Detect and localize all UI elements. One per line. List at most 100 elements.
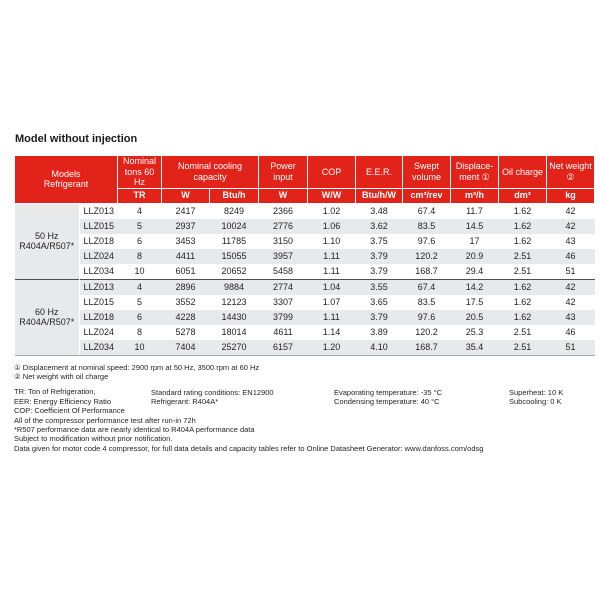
value-cell: 2.51 <box>498 248 547 264</box>
value-cell: 5 <box>136 296 142 307</box>
model-name: LLZ034 <box>83 265 115 276</box>
value-cell: 42 <box>565 296 576 307</box>
model-name: LLZ018 <box>79 309 118 325</box>
value-cell: 12123 <box>221 296 247 307</box>
unit-tr: TR <box>117 187 162 204</box>
value-cell: 1.62 <box>498 218 547 234</box>
value-cell: 25.3 <box>465 326 484 337</box>
value-cell: 1.62 <box>498 309 547 325</box>
model-name: LLZ024 <box>83 326 115 337</box>
value-cell: 10024 <box>209 218 259 234</box>
value-cell: 97.6 <box>402 309 451 325</box>
model-name: LLZ013 <box>83 205 115 216</box>
value-cell: 1.10 <box>322 235 341 246</box>
value-cell: 8 <box>117 248 162 264</box>
value-cell: 2776 <box>258 218 308 234</box>
value-cell: 20.5 <box>450 309 499 325</box>
header-power-input: Power input <box>258 155 309 189</box>
table-row: 60 Hz R404A/R507* LLZ013 4 2896 9884 2774 1.04… <box>14 278 595 356</box>
value-cell: 14430 <box>209 309 259 325</box>
value-cell: 10 <box>134 265 145 276</box>
footnote-displacement: ① Displacement at nominal speed: 2900 rp… <box>14 362 260 372</box>
value-cell: 3.55 <box>355 278 403 295</box>
value-cell: 3.65 <box>370 296 388 307</box>
value-cell: 43 <box>546 309 595 325</box>
unit-w-capacity: W <box>161 187 210 204</box>
value-cell: 3.62 <box>355 218 403 234</box>
value-cell: 6157 <box>258 339 308 356</box>
value-cell: 2774 <box>258 278 308 295</box>
footnote-cop-definition: COP: Coefficient Of Performance <box>14 406 125 416</box>
spec-table-body: 50 Hz R404A/R507* LLZ013 4 2417 8249 2366 1.02… <box>14 203 595 356</box>
page-title: Model without injection <box>15 133 138 145</box>
value-cell: 10 <box>117 339 162 356</box>
value-cell: 5 <box>117 218 162 234</box>
value-cell: 3150 <box>273 235 294 246</box>
value-cell: 20.9 <box>450 248 499 264</box>
table-row: LLZ018 6 4228 14430 3799 1.11 3.79 97.6 20.5 1.62… <box>15 309 595 325</box>
value-cell: 83.5 <box>417 296 436 307</box>
footnote-subcooling: Subcooling: 0 K <box>509 396 562 406</box>
footnotes: ① Displacement at nominal speed: 2900 rp… <box>14 363 594 454</box>
footnote-rating-conditions: Standard rating conditions: EN12900 Refr… <box>151 388 274 407</box>
value-cell: 4228 <box>161 309 210 325</box>
value-cell: 4611 <box>273 326 293 337</box>
header-oil-charge: Oil charge <box>498 155 548 189</box>
value-cell: 1.20 <box>307 339 356 356</box>
header-nominal-tons: Nominal tons 60 Hz <box>117 155 162 189</box>
value-cell: 120.2 <box>402 248 451 264</box>
unit-ww: W/W <box>307 187 357 204</box>
unit-cm3rev: cm³/rev <box>402 187 452 204</box>
value-cell: 3.89 <box>370 326 388 337</box>
value-cell: 3.79 <box>355 309 403 325</box>
value-cell: 1.06 <box>307 218 356 234</box>
value-cell: 1.07 <box>322 296 341 307</box>
footnote-r507: *R507 performance data are nearly identi… <box>14 424 255 434</box>
table-row: LLZ018 6 3453 11785 3150 1.10 3.75 97.6 17 1.62 43 <box>15 234 595 249</box>
table-header: Models Refrigerant Nominal tons 60 Hz No… <box>14 155 596 204</box>
value-cell: 1.62 <box>513 205 532 216</box>
unit-dm3: dm³ <box>498 187 548 204</box>
header-nominal-cooling-capacity: Nominal cooling capacity <box>160 155 260 189</box>
value-cell: 8249 <box>223 205 245 216</box>
spec-table: Models Refrigerant Nominal tons 60 Hz No… <box>14 155 596 356</box>
value-cell: 3799 <box>258 309 308 325</box>
model-name: LLZ015 <box>83 296 115 307</box>
value-cell: 14.5 <box>450 218 499 234</box>
value-cell: 2417 <box>175 205 196 216</box>
value-cell: 14.2 <box>450 278 499 295</box>
value-cell: 3453 <box>175 235 196 246</box>
footnote-standard-rating: Standard rating conditions: EN12900 <box>151 387 274 397</box>
header-eer: E.E.R. <box>355 155 404 189</box>
footnote-run-in: All of the compressor performance test a… <box>14 415 196 425</box>
footnote-eer-definition: EER: Energy Efficiency Ratio <box>14 396 111 406</box>
table-row: LLZ034 10 6051 20652 5458 1.11 3.79 168.7 29.4 2.… <box>15 264 595 280</box>
value-cell: 3957 <box>258 248 308 264</box>
value-cell: 2.51 <box>513 265 532 276</box>
value-cell: 4 <box>136 205 142 216</box>
value-cell: 97.6 <box>417 235 436 246</box>
value-cell: 1.02 <box>322 205 341 216</box>
value-cell: 46 <box>546 248 595 264</box>
header-displacement: Displace- ment ① <box>450 155 500 189</box>
table-row: 50 Hz R404A/R507* LLZ013 4 2417 8249 2366 1.02… <box>14 203 595 279</box>
model-name: LLZ018 <box>83 235 115 246</box>
value-cell: 4411 <box>161 248 210 264</box>
table-row: LLZ015 5 3552 12123 3307 1.07 3.65 83.5 17.5 1.62… <box>15 295 595 310</box>
value-cell: 6 <box>136 235 142 246</box>
value-cell: 8 <box>136 326 142 337</box>
value-cell: 42 <box>546 218 595 234</box>
value-cell: 17 <box>469 235 480 246</box>
footnote-condensing-temp: Condensing temperature: 40 °C <box>334 396 440 406</box>
value-cell: 168.7 <box>415 265 438 276</box>
value-cell: 3307 <box>273 296 294 307</box>
value-cell: 3.48 <box>370 205 388 216</box>
unit-kg: kg <box>546 187 596 204</box>
footnote-superheat: Superheat: 10 K <box>509 387 564 397</box>
footnote-modification: Subject to modification without prior no… <box>14 434 173 444</box>
value-cell: 67.4 <box>417 205 436 216</box>
refrigerant-group-label: 60 Hz R404A/R507* <box>14 278 80 356</box>
value-cell: 6051 <box>175 265 196 276</box>
model-name: LLZ013 <box>79 278 118 295</box>
table-row: LLZ024 8 5278 18014 4611 1.14 3.89 120.2 25.3 2.5… <box>15 325 595 340</box>
